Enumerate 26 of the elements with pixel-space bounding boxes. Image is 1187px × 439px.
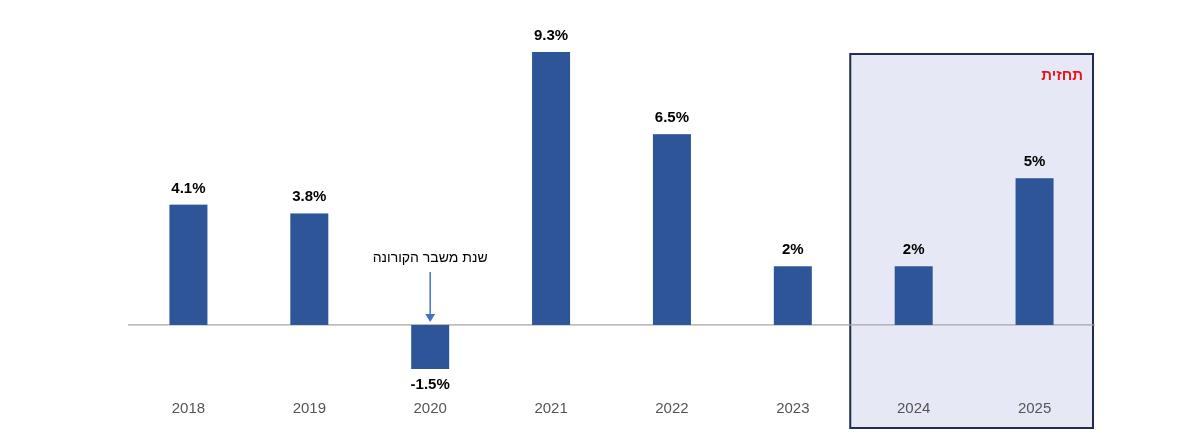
bar bbox=[169, 204, 208, 325]
data-label: 5% bbox=[1023, 152, 1046, 170]
bar bbox=[411, 324, 450, 369]
x-tick-label: 2025 bbox=[1017, 399, 1052, 416]
data-label: 2% bbox=[781, 240, 804, 258]
data-label: 4.1% bbox=[171, 178, 206, 196]
bar bbox=[652, 134, 691, 325]
bar bbox=[773, 266, 812, 325]
x-tick-label: 2020 bbox=[413, 399, 447, 416]
bar bbox=[894, 266, 933, 325]
bar bbox=[290, 213, 329, 325]
x-tick-label: 2018 bbox=[171, 399, 206, 416]
x-tick-label: 2023 bbox=[776, 399, 810, 416]
x-tick-label: 2022 bbox=[655, 399, 689, 416]
x-tick-label: 2021 bbox=[534, 399, 568, 416]
x-tick-label: 2024 bbox=[897, 399, 931, 416]
data-label: 6.5% bbox=[654, 108, 690, 126]
data-label: -1.5% bbox=[410, 375, 450, 392]
data-label: 3.8% bbox=[292, 187, 327, 205]
data-label: 9.3% bbox=[533, 26, 569, 43]
band-label: תחזית bbox=[1041, 66, 1083, 83]
annotation: שנת משבר הקורונה bbox=[372, 248, 488, 265]
bar bbox=[1015, 178, 1054, 325]
bar bbox=[532, 52, 571, 325]
data-label: 2% bbox=[902, 240, 925, 258]
x-tick-label: 2019 bbox=[292, 399, 326, 416]
